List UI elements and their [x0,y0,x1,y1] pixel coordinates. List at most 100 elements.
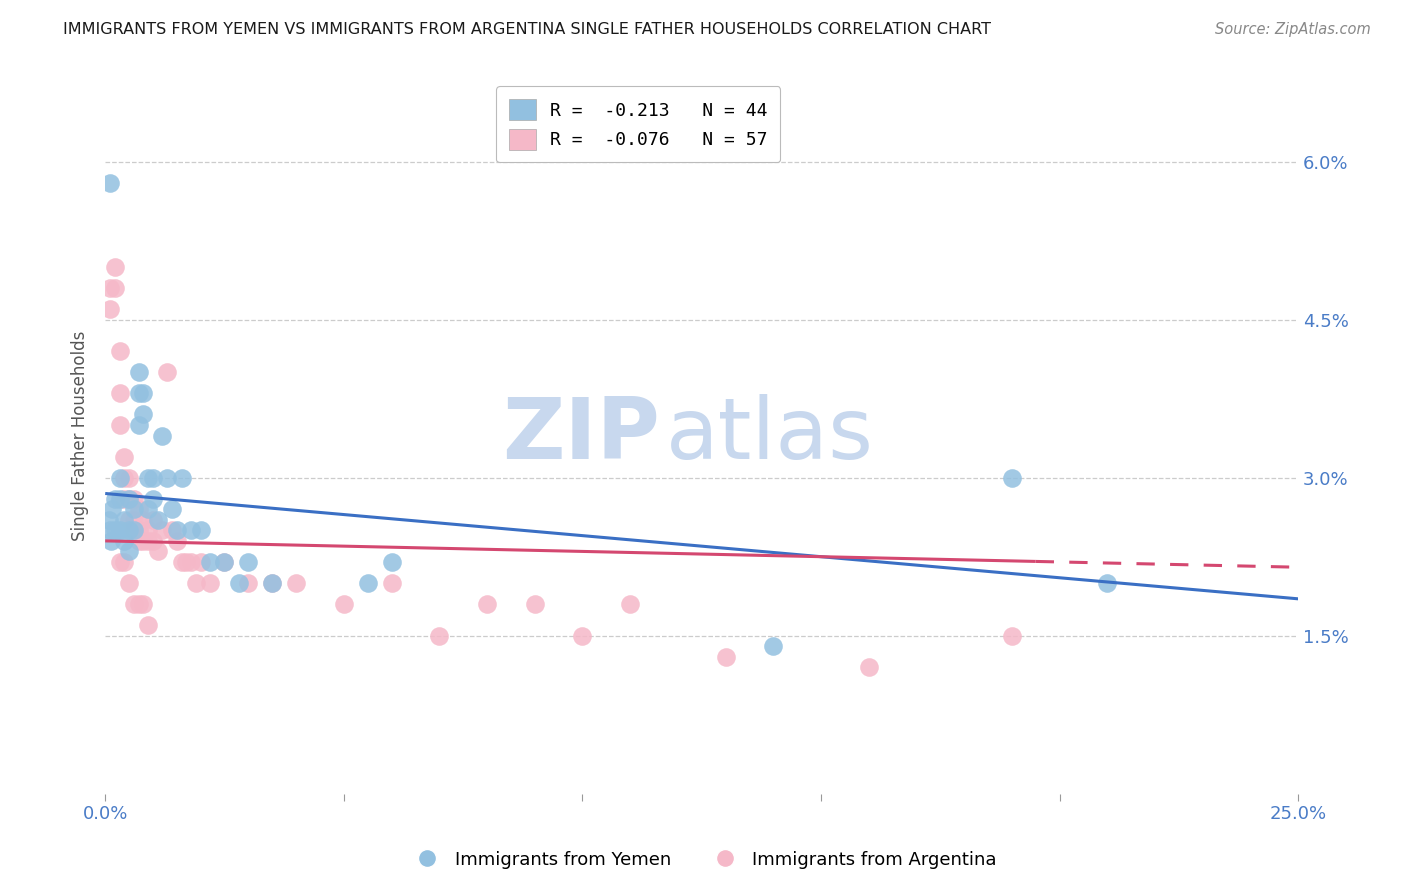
Point [262,576,284,591]
Point [170,471,193,485]
Point [98,176,121,190]
Point [118,576,141,591]
Text: Source: ZipAtlas.com: Source: ZipAtlas.com [1215,22,1371,37]
Point [118,491,141,506]
Point [101,502,124,516]
Point [104,260,127,274]
Point [427,629,450,643]
Point [285,576,308,591]
Point [122,524,145,538]
Point [122,513,145,527]
Point [160,524,183,538]
Point [356,576,378,591]
Point [128,597,150,611]
Point [112,513,135,527]
Point [98,513,121,527]
Point [98,302,121,317]
Point [333,597,356,611]
Point [152,524,174,538]
Point [380,555,402,569]
Point [112,450,135,464]
Point [136,533,159,548]
Point [100,533,122,548]
Point [184,576,207,591]
Point [118,524,141,538]
Point [132,386,155,401]
Point [180,555,202,569]
Point [156,365,179,379]
Point [128,502,150,516]
Point [118,491,141,506]
Point [142,491,165,506]
Point [132,408,155,422]
Point [714,649,737,664]
Point [156,471,179,485]
Point [142,471,165,485]
Point [475,597,498,611]
Point [128,365,150,379]
Point [108,344,131,359]
Point [170,555,193,569]
Point [1001,629,1024,643]
Point [262,576,284,591]
Point [238,576,260,591]
Point [166,533,188,548]
Point [118,544,141,558]
Point [122,524,145,538]
Point [108,386,131,401]
Point [122,597,145,611]
Point [118,513,141,527]
Point [380,576,402,591]
Point [132,533,155,548]
Point [128,524,150,538]
Point [118,471,141,485]
Point [160,502,183,516]
Point [136,524,159,538]
Point [142,513,165,527]
Y-axis label: Single Father Households: Single Father Households [72,330,89,541]
Point [128,417,150,432]
Point [112,491,135,506]
Point [108,471,131,485]
Point [214,555,236,569]
Point [214,555,236,569]
Point [112,555,135,569]
Point [108,491,131,506]
Point [132,513,155,527]
Point [128,533,150,548]
Point [136,471,159,485]
Point [104,281,127,295]
Point [146,513,169,527]
Point [98,524,121,538]
Text: ZIP: ZIP [502,394,659,477]
Text: IMMIGRANTS FROM YEMEN VS IMMIGRANTS FROM ARGENTINA SINGLE FATHER HOUSEHOLDS CORR: IMMIGRANTS FROM YEMEN VS IMMIGRANTS FROM… [63,22,991,37]
Point [128,386,150,401]
Point [571,629,593,643]
Point [190,524,212,538]
Point [136,618,159,632]
Point [152,428,174,442]
Point [136,502,159,516]
Point [108,524,131,538]
Point [180,524,202,538]
Point [122,502,145,516]
Point [1001,471,1024,485]
Point [762,639,785,653]
Point [176,555,198,569]
Point [1095,576,1118,591]
Point [142,533,165,548]
Point [146,544,169,558]
Point [122,491,145,506]
Point [198,576,221,591]
Point [228,576,250,591]
Point [98,281,121,295]
Point [104,491,127,506]
Point [238,555,260,569]
Text: atlas: atlas [666,394,875,477]
Point [104,524,127,538]
Legend: Immigrants from Yemen, Immigrants from Argentina: Immigrants from Yemen, Immigrants from A… [402,844,1004,876]
Point [112,471,135,485]
Point [108,555,131,569]
Point [132,597,155,611]
Point [166,524,188,538]
